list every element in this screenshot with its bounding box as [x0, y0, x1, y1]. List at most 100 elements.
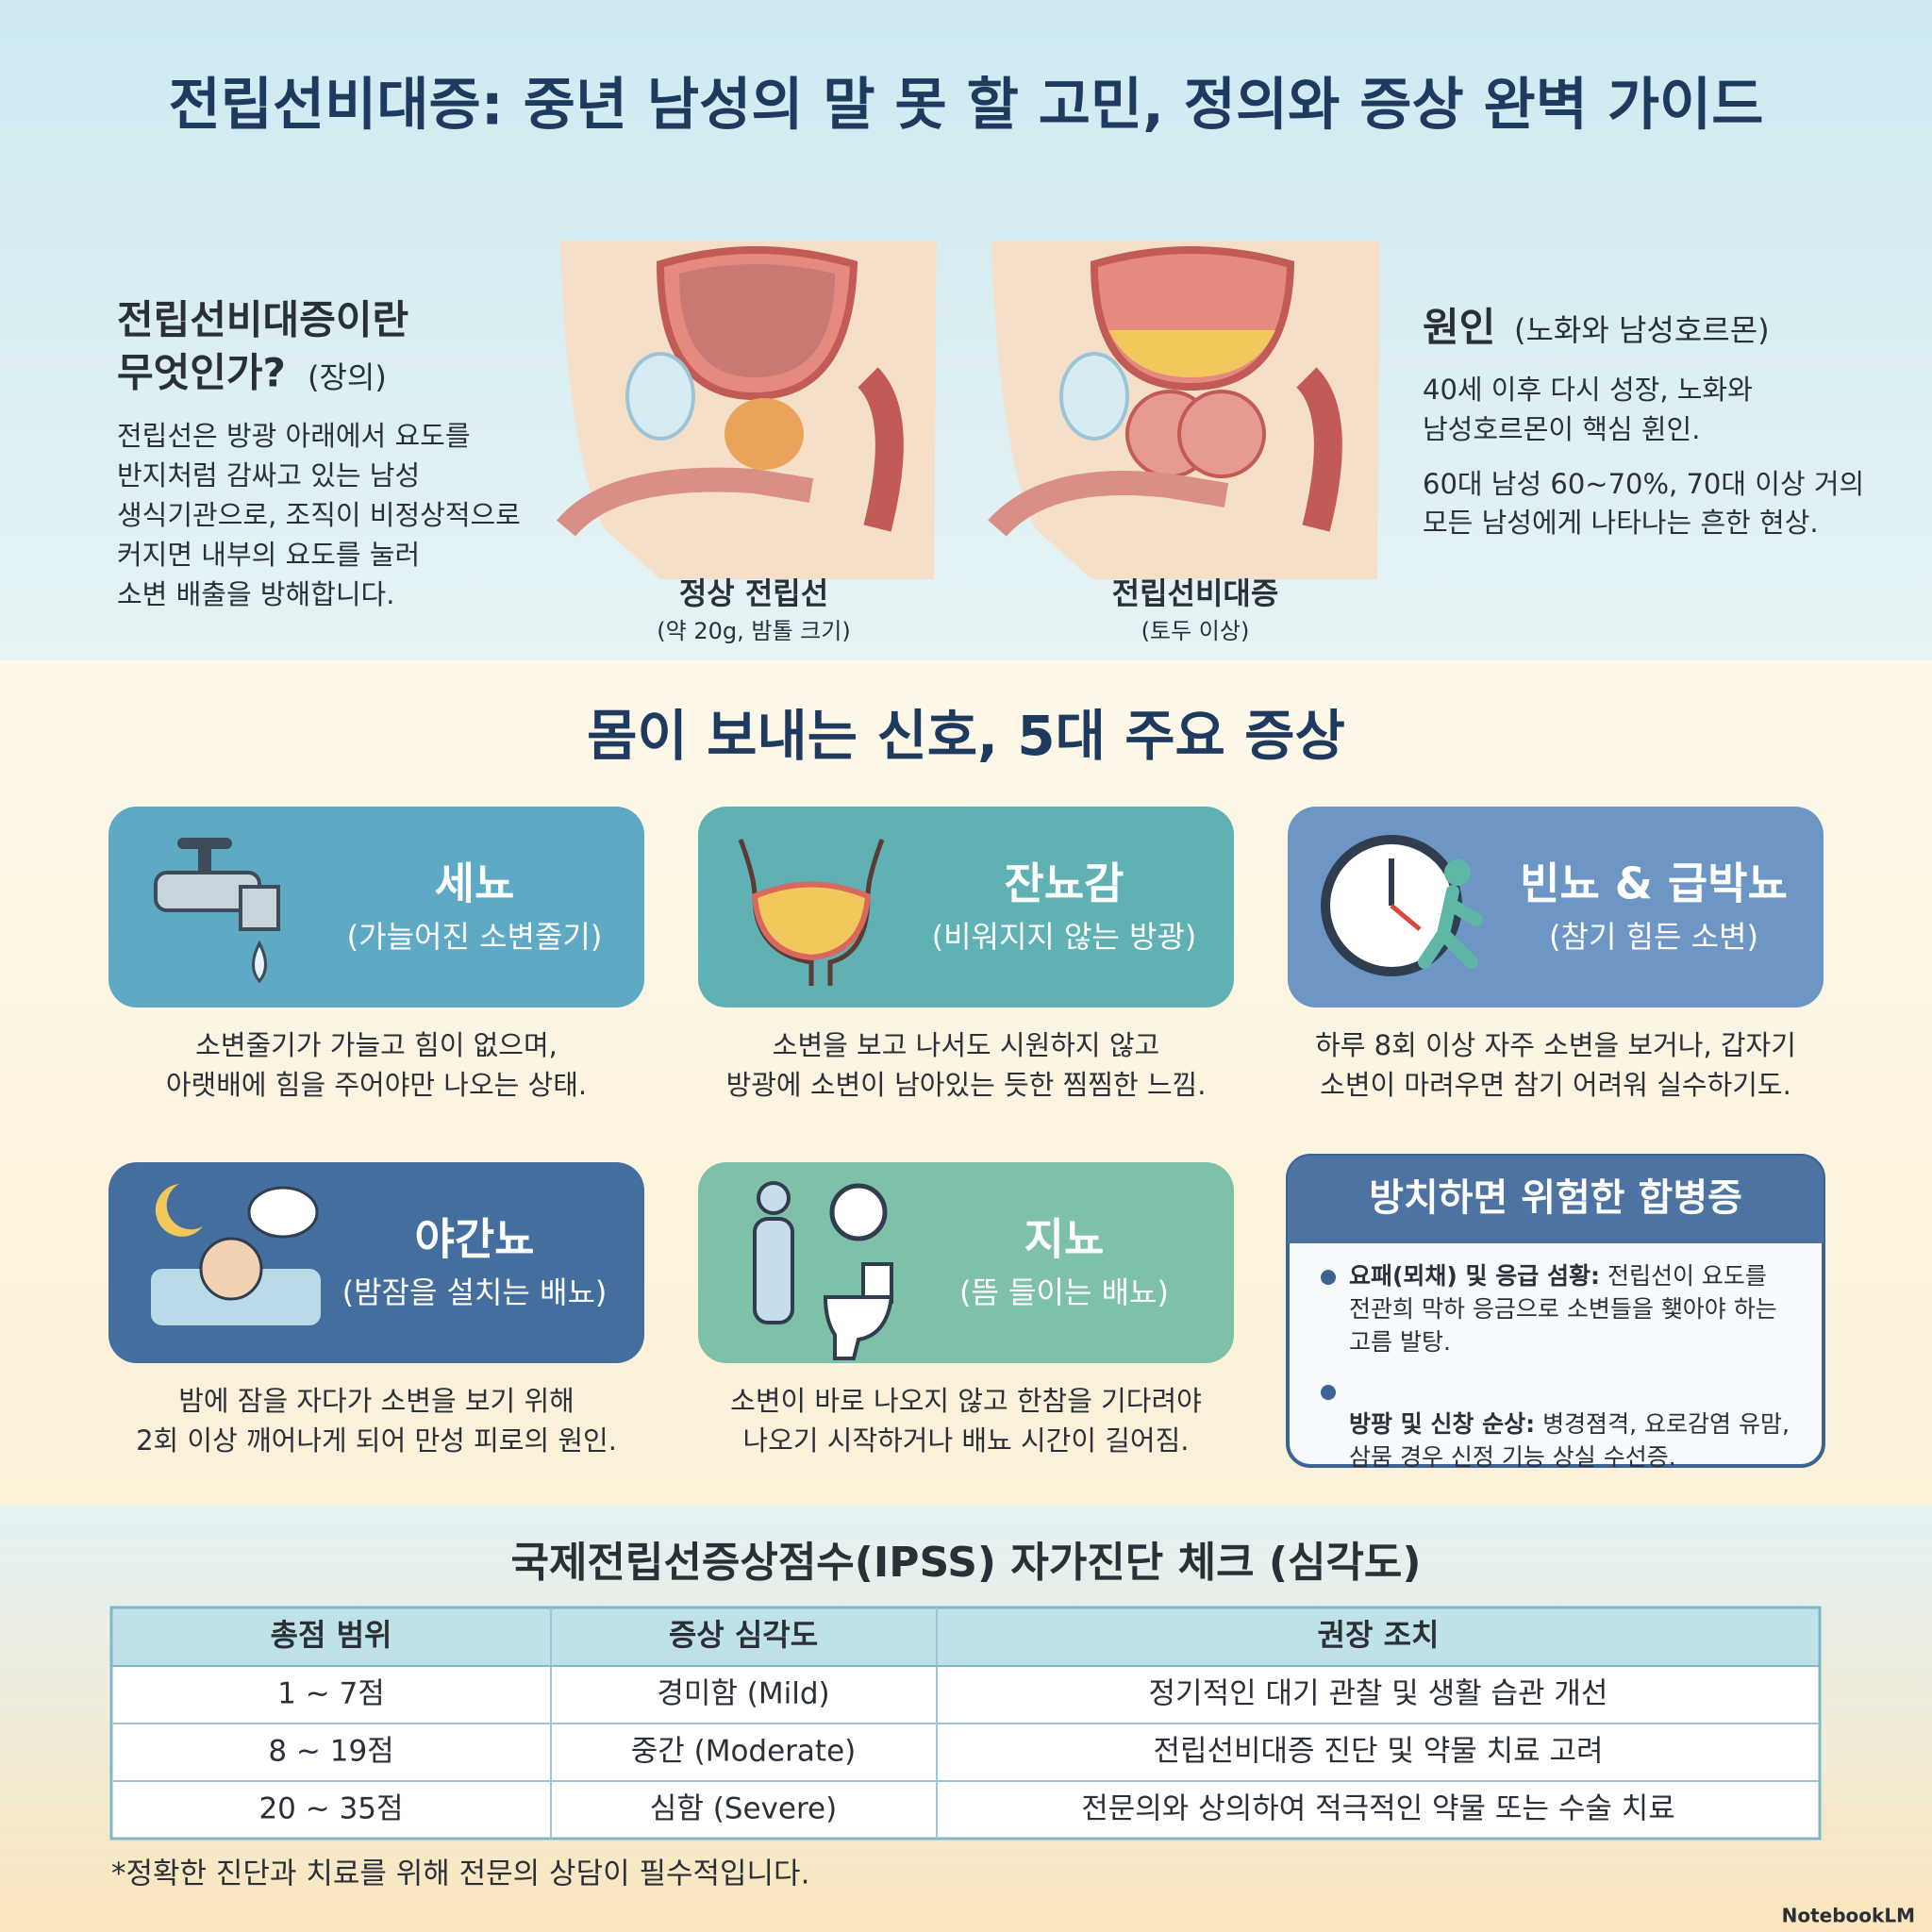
complication-text: 전관희 막하 응금으로 소변들을 횇아야 하는 — [1349, 1295, 1777, 1323]
cause-text: 60대 남성 60~70%, 70대 이상 거의 — [1423, 468, 1864, 500]
card-subtitle: (가늘어진 소변줄기) — [347, 919, 603, 955]
clock-hand — [1390, 904, 1422, 931]
table-cell: 20 ~ 35점 — [258, 1792, 403, 1826]
definition-body: 소변 배출을 방해합니다. — [117, 578, 394, 610]
brand: NotebookLM — [1782, 1905, 1915, 1927]
card-description: 아랫배에 힘을 주어야만 나오는 상태. — [166, 1069, 587, 1101]
table-header: 총점 범위 — [271, 1617, 392, 1653]
bladder-icon — [738, 839, 885, 986]
page-title: 전립선비대증: 중년 남성의 말 못 할 고민, 정의와 증상 완벽 가이드 — [169, 73, 1764, 139]
top-band — [0, 0, 1932, 660]
bladder-inner — [679, 264, 835, 377]
faucet-stem — [198, 844, 211, 874]
cause-text: 남성호르몬이 핵심 휜인. — [1423, 413, 1700, 445]
section-title: 몸이 보내는 신호, 5대 주요 증상 — [587, 704, 1345, 768]
table-cell: 1 ~ 7점 — [277, 1677, 385, 1711]
rectum — [1295, 367, 1342, 532]
complication-text: 병경졈격, 요로감염 유맘, — [1542, 1410, 1790, 1438]
table-title: 국제전립선증상점수(IPSS) 자가진단 체크 (심각도) — [510, 1539, 1421, 1587]
card-subtitle: (참기 힘든 소변) — [1549, 919, 1758, 955]
moon — [155, 1184, 203, 1237]
illustration-sublabel: (약 20g, 밤톨 크기) — [657, 618, 850, 644]
sleeper-head — [199, 1237, 263, 1301]
bullet — [1321, 1385, 1336, 1400]
table-cell: 전문의와 상의하여 적극적인 약물 또는 수술 치료 — [1081, 1792, 1675, 1826]
table-header: 권장 조치 — [1318, 1617, 1440, 1653]
table-cell: 정기적인 대기 관찰 및 생활 습관 개선 — [1149, 1677, 1608, 1711]
definition-body: 반지처럼 감싸고 있는 남성 — [117, 459, 420, 491]
definition-title: 무엇인가? — [117, 350, 286, 396]
bullet — [1321, 1270, 1336, 1285]
definition-body: 생식기관으로, 조직이 비정상적으로 — [117, 499, 521, 531]
card-title: 지뇨 — [1024, 1214, 1105, 1265]
card — [108, 807, 644, 1008]
cause-text: 모든 남성에게 나타나는 흔한 현상. — [1423, 507, 1819, 539]
definition-body: 전립선은 방광 아래에서 요도를 — [117, 420, 471, 452]
table-cell: 전립선비대증 진단 및 약물 치료 고려 — [1153, 1735, 1603, 1769]
card-description: 하루 8회 이상 자주 소변을 보거나, 갑자기 — [1315, 1029, 1796, 1061]
card-description: 소변이 마려우면 참기 어려워 실수하기도. — [1320, 1069, 1791, 1101]
card-description: 소변줄기가 가늘고 힘이 없으며, — [195, 1029, 558, 1061]
bone — [1059, 352, 1129, 441]
card-description: 방광에 소변이 남아있는 듯한 찜찜한 느낌. — [726, 1069, 1207, 1101]
rectum — [857, 367, 904, 532]
card-title: 야간뇨 — [415, 1214, 535, 1265]
toilet-bowl — [823, 1295, 894, 1360]
complication-term: 방팡 및 신창 순상: — [1349, 1410, 1535, 1438]
faucet-spout — [239, 885, 280, 931]
card — [698, 807, 1234, 1008]
table-header: 증상 심각도 — [669, 1617, 818, 1653]
complication-text: 고름 발탕. — [1349, 1328, 1451, 1356]
complication-term: 요패(뫼채) 및 응급 섬황: — [1349, 1262, 1600, 1290]
complications-title: 방치하면 위험한 합병증 — [1369, 1176, 1742, 1220]
prostate — [724, 398, 804, 470]
card-description: 소변이 바로 나오지 않고 한참을 기다려야 — [730, 1385, 1202, 1417]
table-cell: 경미함 (Mild) — [657, 1677, 829, 1711]
card-description: 2회 이상 깨어나게 되어 만성 피로의 원인. — [136, 1424, 617, 1457]
water-drop — [252, 940, 267, 984]
complication-text: 삼뭄 경우 신정 기능 상실 수선증. — [1349, 1443, 1676, 1471]
enlarged-anatomy — [988, 241, 1380, 579]
footnote: *정확한 진단과 치료를 위해 전문의 상담이 필수적입니다. — [111, 1857, 809, 1891]
definition-title: 전립선비대증이란 — [117, 297, 408, 343]
card-description: 밤에 잠을 자다가 소변을 보기 위해 — [178, 1385, 575, 1417]
illustration-label: 정상 전립선 — [679, 575, 828, 611]
normal-anatomy — [557, 241, 937, 579]
card-description: 나오기 시작하거나 배뇨 시간이 길어짐. — [743, 1424, 1190, 1457]
cause-text: 40세 이후 다시 성장, 노화와 — [1423, 374, 1753, 406]
table-cell: 중간 (Moderate) — [631, 1735, 857, 1769]
person-head — [757, 1181, 791, 1215]
table-body-bg — [111, 1666, 1820, 1839]
toilet-icon — [753, 1181, 894, 1360]
bone — [625, 352, 695, 441]
table-cell: 심함 (Severe) — [650, 1792, 837, 1826]
stopwatch — [829, 1183, 888, 1241]
card-title: 세뇨 — [435, 858, 515, 909]
person-body — [753, 1217, 794, 1324]
bladder-fill — [751, 881, 872, 961]
clock-icon — [1321, 835, 1483, 976]
prostate-lobe — [1177, 390, 1266, 478]
illustration-label: 전립선비대증 — [1112, 575, 1279, 611]
card-subtitle: (비워지지 않는 방광) — [932, 919, 1197, 955]
card-description: 소변을 보고 나서도 시원하지 않고 — [773, 1029, 1159, 1061]
illustration-sublabel: (토두 이상) — [1141, 618, 1250, 644]
table-header-bg — [111, 1607, 1820, 1666]
definition-body: 커지면 내부의 요도를 눌러 — [117, 539, 420, 571]
card-title: 잔뇨감 — [1005, 858, 1124, 909]
runner-head — [1444, 859, 1471, 886]
urethra — [557, 467, 814, 537]
urine — [1108, 330, 1275, 377]
complication-text: 전립선이 요도를 — [1607, 1262, 1767, 1290]
definition-tag: (장의) — [308, 359, 387, 395]
card-title: 빈뇨 & 급박뇨 — [1520, 858, 1788, 909]
card-subtitle: (뜸 들이는 배뇨) — [959, 1274, 1169, 1310]
faucet-icon — [154, 838, 280, 984]
card-subtitle: (밤잠을 설치는 배뇨) — [342, 1274, 608, 1310]
sleep-icon — [151, 1184, 321, 1325]
runner-body — [1418, 885, 1483, 969]
complications-header — [1288, 1156, 1824, 1243]
